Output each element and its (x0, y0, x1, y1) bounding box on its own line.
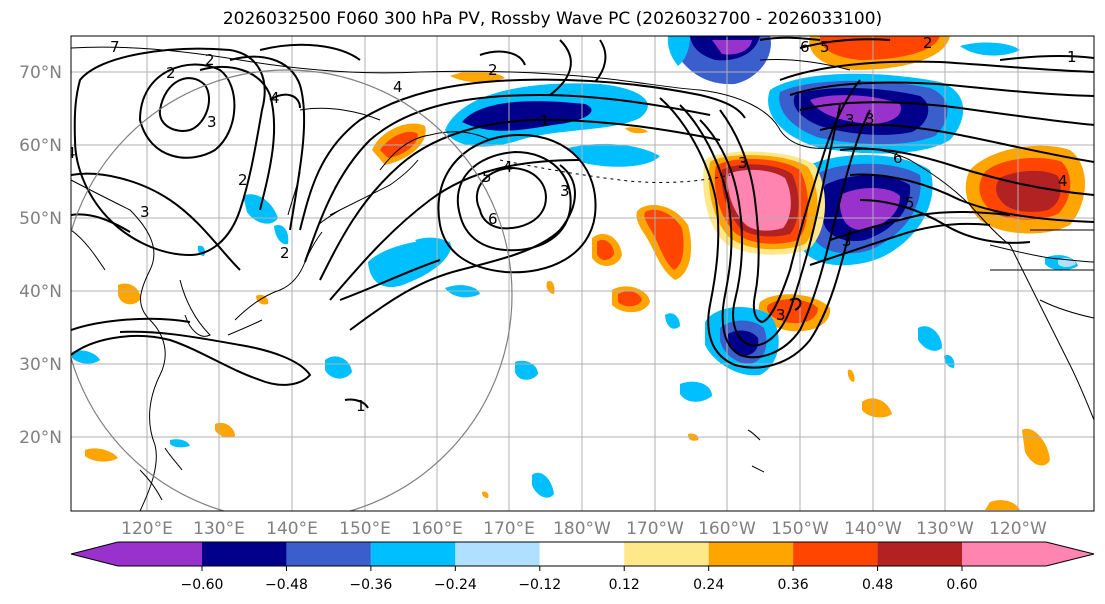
colorbar-segment (708, 542, 794, 566)
colorbar-tick-label: −0.24 (434, 577, 477, 593)
contour-label: 5 (820, 38, 830, 56)
lon-label: 160°W (698, 519, 756, 539)
contour-label: 3 (560, 182, 570, 200)
contour-label-group: 7 2 2 4 3 2 4 4 5 6 1 3 4 3 6 5 3 3 3 2 … (66, 34, 1077, 415)
contour-label: 2 (280, 244, 290, 262)
colorbar-segment (370, 542, 456, 566)
colorbar-tick-label: 0.48 (862, 577, 893, 593)
colorbar-tick-label: 0.36 (778, 577, 809, 593)
contour-label: 2 (238, 171, 248, 189)
colorbar-segment (286, 542, 371, 566)
contour-label: 2 (488, 61, 498, 79)
lon-label: 120°E (121, 519, 173, 539)
contour-label: 5 (905, 194, 915, 212)
contour-label: 3 (776, 306, 786, 324)
pv-anomaly-shading (72, 36, 1085, 510)
distance-circle (71, 69, 513, 511)
lon-label: 130°E (193, 519, 245, 539)
colorbar-segment (962, 542, 1046, 566)
lon-label: 150°E (339, 519, 391, 539)
lon-label: 130°W (916, 519, 974, 539)
lon-label: 150°W (771, 519, 829, 539)
colorbar-tick-label: 0.60 (946, 577, 977, 593)
colorbar-segment (624, 542, 709, 566)
colorbar: −0.60 −0.48 −0.36 −0.24 −0.12 0.12 0.24 0.36 0.4… (70, 541, 1095, 593)
lon-label: 140°E (266, 519, 318, 539)
lon-label: 170°E (483, 519, 535, 539)
colorbar-tick-label: 0.12 (609, 577, 640, 593)
contour-label: 2 (923, 34, 933, 52)
contour-label: 4 (1058, 172, 1068, 190)
contour-label: 4 (503, 158, 513, 176)
map-frame (70, 35, 1095, 512)
lon-label: 180°W (553, 519, 611, 539)
lon-label: 140°W (844, 519, 902, 539)
colorbar-tick-label: −0.60 (181, 577, 224, 593)
contour-label: 3 (140, 203, 150, 221)
contour-label: 6 (488, 210, 498, 228)
contour-label: 3 (865, 110, 875, 128)
contour-label: 4 (66, 144, 76, 162)
contour-label: 4 (270, 89, 280, 107)
lon-label: 160°E (411, 519, 463, 539)
contour-label: 5 (482, 168, 492, 186)
lat-label: 40°N (19, 282, 62, 302)
contour-label: 2 (205, 51, 215, 69)
latitude-labels: 70°N 60°N 50°N 40°N 30°N 20°N (19, 63, 62, 448)
contour-label: 6 (893, 149, 903, 167)
colorbar-tick-label: −0.48 (265, 577, 308, 593)
lat-label: 20°N (19, 428, 62, 448)
lon-label: 170°W (626, 519, 684, 539)
graticule (71, 36, 1094, 511)
contour-label: 6 (800, 38, 810, 56)
contour-label: 1 (540, 112, 550, 130)
colorbar-segment (202, 542, 287, 566)
lon-label: 120°W (989, 519, 1047, 539)
colorbar-segment (539, 542, 625, 566)
lat-label: 70°N (19, 63, 62, 83)
contour-label: 4 (393, 78, 403, 96)
colorbar-segment (793, 542, 878, 566)
contour-label: 7 (110, 38, 120, 56)
colorbar-segment (455, 542, 540, 566)
pv-contours (71, 36, 1094, 409)
lat-label: 30°N (19, 355, 62, 375)
contour-label: 1 (1067, 48, 1077, 66)
lat-label: 50°N (19, 209, 62, 229)
map-title: 2026032500 F060 300 hPa PV, Rossby Wave … (222, 9, 883, 29)
colorbar-min-arrow (71, 542, 118, 566)
lat-label: 60°N (19, 136, 62, 156)
colorbar-tick-label: −0.36 (349, 577, 392, 593)
contour-label: 3 (738, 154, 748, 172)
colorbar-segment (877, 542, 962, 566)
contour-label: 3 (845, 111, 855, 129)
contour-label: 3 (842, 232, 852, 250)
contour-label: 1 (356, 397, 366, 415)
colorbar-tick-label: −0.12 (518, 577, 561, 593)
contour-label: 3 (207, 113, 217, 131)
contour-label: 2 (166, 64, 176, 82)
colorbar-segment (118, 542, 202, 566)
colorbar-max-arrow (1046, 542, 1094, 566)
longitude-labels: 120°E 130°E 140°E 150°E 160°E 170°E 180°… (121, 519, 1047, 539)
colorbar-tick-label: 0.24 (693, 577, 724, 593)
